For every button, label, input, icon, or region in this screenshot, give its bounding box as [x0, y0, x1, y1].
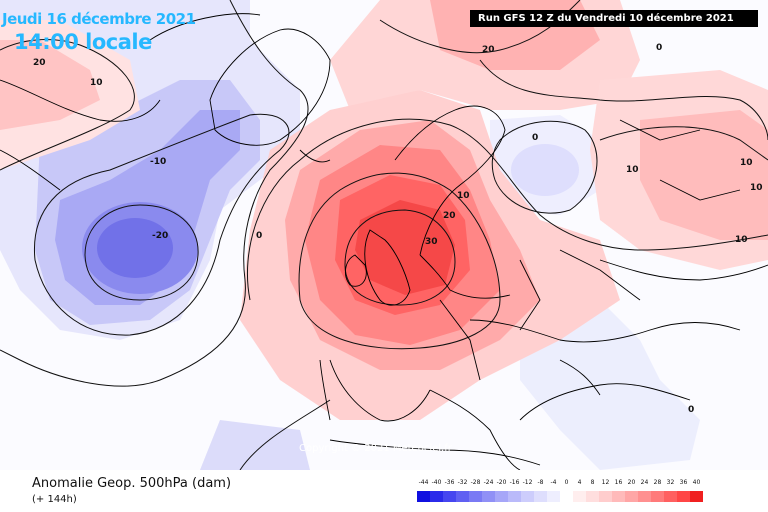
scale-label: -12 — [522, 479, 533, 486]
scale-swatch — [443, 491, 456, 502]
contour-label: 20 — [443, 211, 456, 221]
contour-label: 10 — [740, 158, 753, 168]
contour-label: 0 — [256, 231, 262, 241]
scale-label: 28 — [653, 479, 662, 486]
scale-swatch — [456, 491, 469, 502]
contour-label: 30 — [425, 237, 438, 247]
scale-swatch — [534, 491, 547, 502]
contour-label: 10 — [90, 78, 103, 88]
scale-label: -24 — [483, 479, 494, 486]
scale-swatch — [508, 491, 521, 502]
forecast-time: 14:00 locale — [14, 30, 152, 54]
scale-label: -8 — [537, 479, 544, 486]
scale-swatch — [469, 491, 482, 502]
scale-swatch — [677, 491, 690, 502]
scale-label: -40 — [431, 479, 442, 486]
scale-label: 8 — [590, 479, 595, 486]
scale-label: -16 — [509, 479, 520, 486]
contour-label: 10 — [735, 235, 748, 245]
scale-label: -32 — [457, 479, 468, 486]
positive-anomaly-areas — [0, 0, 768, 420]
scale-swatch — [430, 491, 443, 502]
scale-label: 12 — [601, 479, 610, 486]
scale-swatch — [612, 491, 625, 502]
contour-label: -20 — [152, 231, 168, 241]
map-footer: Anomalie Geop. 500hPa (dam) (+ 144h) -44… — [0, 470, 768, 512]
scale-label: 4 — [577, 479, 582, 486]
scale-swatch — [573, 491, 586, 502]
variable-title: Anomalie Geop. 500hPa (dam) — [32, 476, 232, 491]
contour-label: -10 — [150, 157, 166, 167]
scale-label: -20 — [496, 479, 507, 486]
contour-label: 0 — [688, 405, 694, 415]
anomaly-map: 20 10 -10 -20 0 20 0 10 20 30 10 10 0 10… — [0, 0, 768, 470]
scale-label: -4 — [550, 479, 557, 486]
contour-label: 0 — [532, 133, 538, 143]
scale-label: 24 — [640, 479, 649, 486]
scale-swatch — [690, 491, 703, 502]
negative-anomaly-areas — [0, 0, 700, 470]
forecast-date: Jeudi 16 décembre 2021 — [2, 10, 196, 28]
scale-label: 0 — [564, 479, 569, 486]
scale-swatch — [664, 491, 677, 502]
scale-label: 20 — [627, 479, 636, 486]
scale-label: 36 — [679, 479, 688, 486]
scale-swatches — [417, 491, 703, 502]
scale-swatch — [417, 491, 430, 502]
scale-swatch — [599, 491, 612, 502]
scale-labels: -44 -40 -36 -32 -28 -24 -20 -16 -12 -8 -4 0 4 8 12 16 20… — [417, 479, 703, 488]
scale-swatch — [482, 491, 495, 502]
color-scale-legend: -44 -40 -36 -32 -28 -24 -20 -16 -12 -8 -4 0 4 8 12 16 20… — [417, 479, 703, 502]
scale-swatch — [586, 491, 599, 502]
model-run-info: Run GFS 12 Z du Vendredi 10 décembre 202… — [470, 10, 758, 27]
contour-labels: 20 10 -10 -20 0 20 0 10 20 30 10 10 0 10… — [33, 43, 763, 415]
contour-label: 10 — [457, 191, 470, 201]
contour-label: 10 — [750, 183, 763, 193]
scale-swatch — [521, 491, 534, 502]
contour-label: 0 — [656, 43, 662, 53]
scale-label: 40 — [692, 479, 701, 486]
scale-label: 16 — [614, 479, 623, 486]
scale-swatch — [547, 491, 560, 502]
contour-label: 20 — [482, 45, 495, 55]
scale-swatch — [495, 491, 508, 502]
scale-swatch — [638, 491, 651, 502]
contour-label: 10 — [626, 165, 639, 175]
scale-swatch — [560, 491, 573, 502]
scale-label: -44 — [418, 479, 429, 486]
copyright-notice: Copyright © 2021 Meteociel.fr — [299, 443, 452, 454]
contour-label: 20 — [33, 58, 46, 68]
scale-label: -28 — [470, 479, 481, 486]
lead-time: (+ 144h) — [32, 494, 77, 505]
scale-swatch — [625, 491, 638, 502]
scale-label: 32 — [666, 479, 675, 486]
scale-label: -36 — [444, 479, 455, 486]
scale-swatch — [651, 491, 664, 502]
coastlines — [0, 13, 768, 470]
